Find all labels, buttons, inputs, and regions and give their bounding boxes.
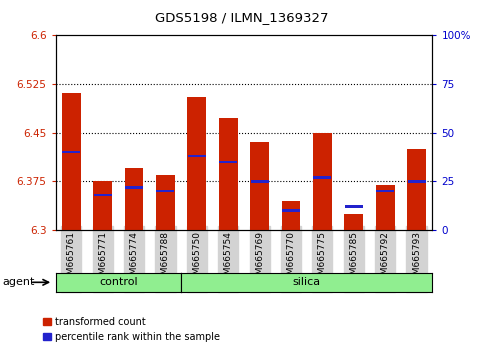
Bar (93, 181, 112, 230)
Bar (282, 201, 300, 230)
Bar (344, 214, 363, 230)
Bar (313, 133, 332, 230)
Bar (376, 190, 394, 193)
Bar (407, 149, 426, 230)
Bar (156, 190, 174, 193)
Bar (345, 205, 363, 208)
Bar (408, 180, 426, 183)
Text: silica: silica (293, 277, 321, 287)
Bar (188, 155, 206, 158)
Bar (62, 92, 81, 230)
Text: agent: agent (2, 277, 35, 287)
Legend: transformed count, percentile rank within the sample: transformed count, percentile rank withi… (39, 313, 224, 346)
Bar (94, 194, 112, 196)
Bar (313, 176, 331, 179)
Bar (125, 169, 143, 230)
Bar (219, 161, 237, 163)
Bar (125, 186, 143, 189)
Text: control: control (99, 277, 138, 287)
Bar (62, 151, 80, 154)
Bar (156, 175, 175, 230)
Bar (282, 209, 300, 212)
Bar (219, 118, 238, 230)
Bar (376, 185, 395, 230)
Text: GDS5198 / ILMN_1369327: GDS5198 / ILMN_1369327 (155, 11, 328, 24)
Bar (250, 142, 269, 230)
Bar (251, 180, 269, 183)
Bar (187, 97, 206, 230)
